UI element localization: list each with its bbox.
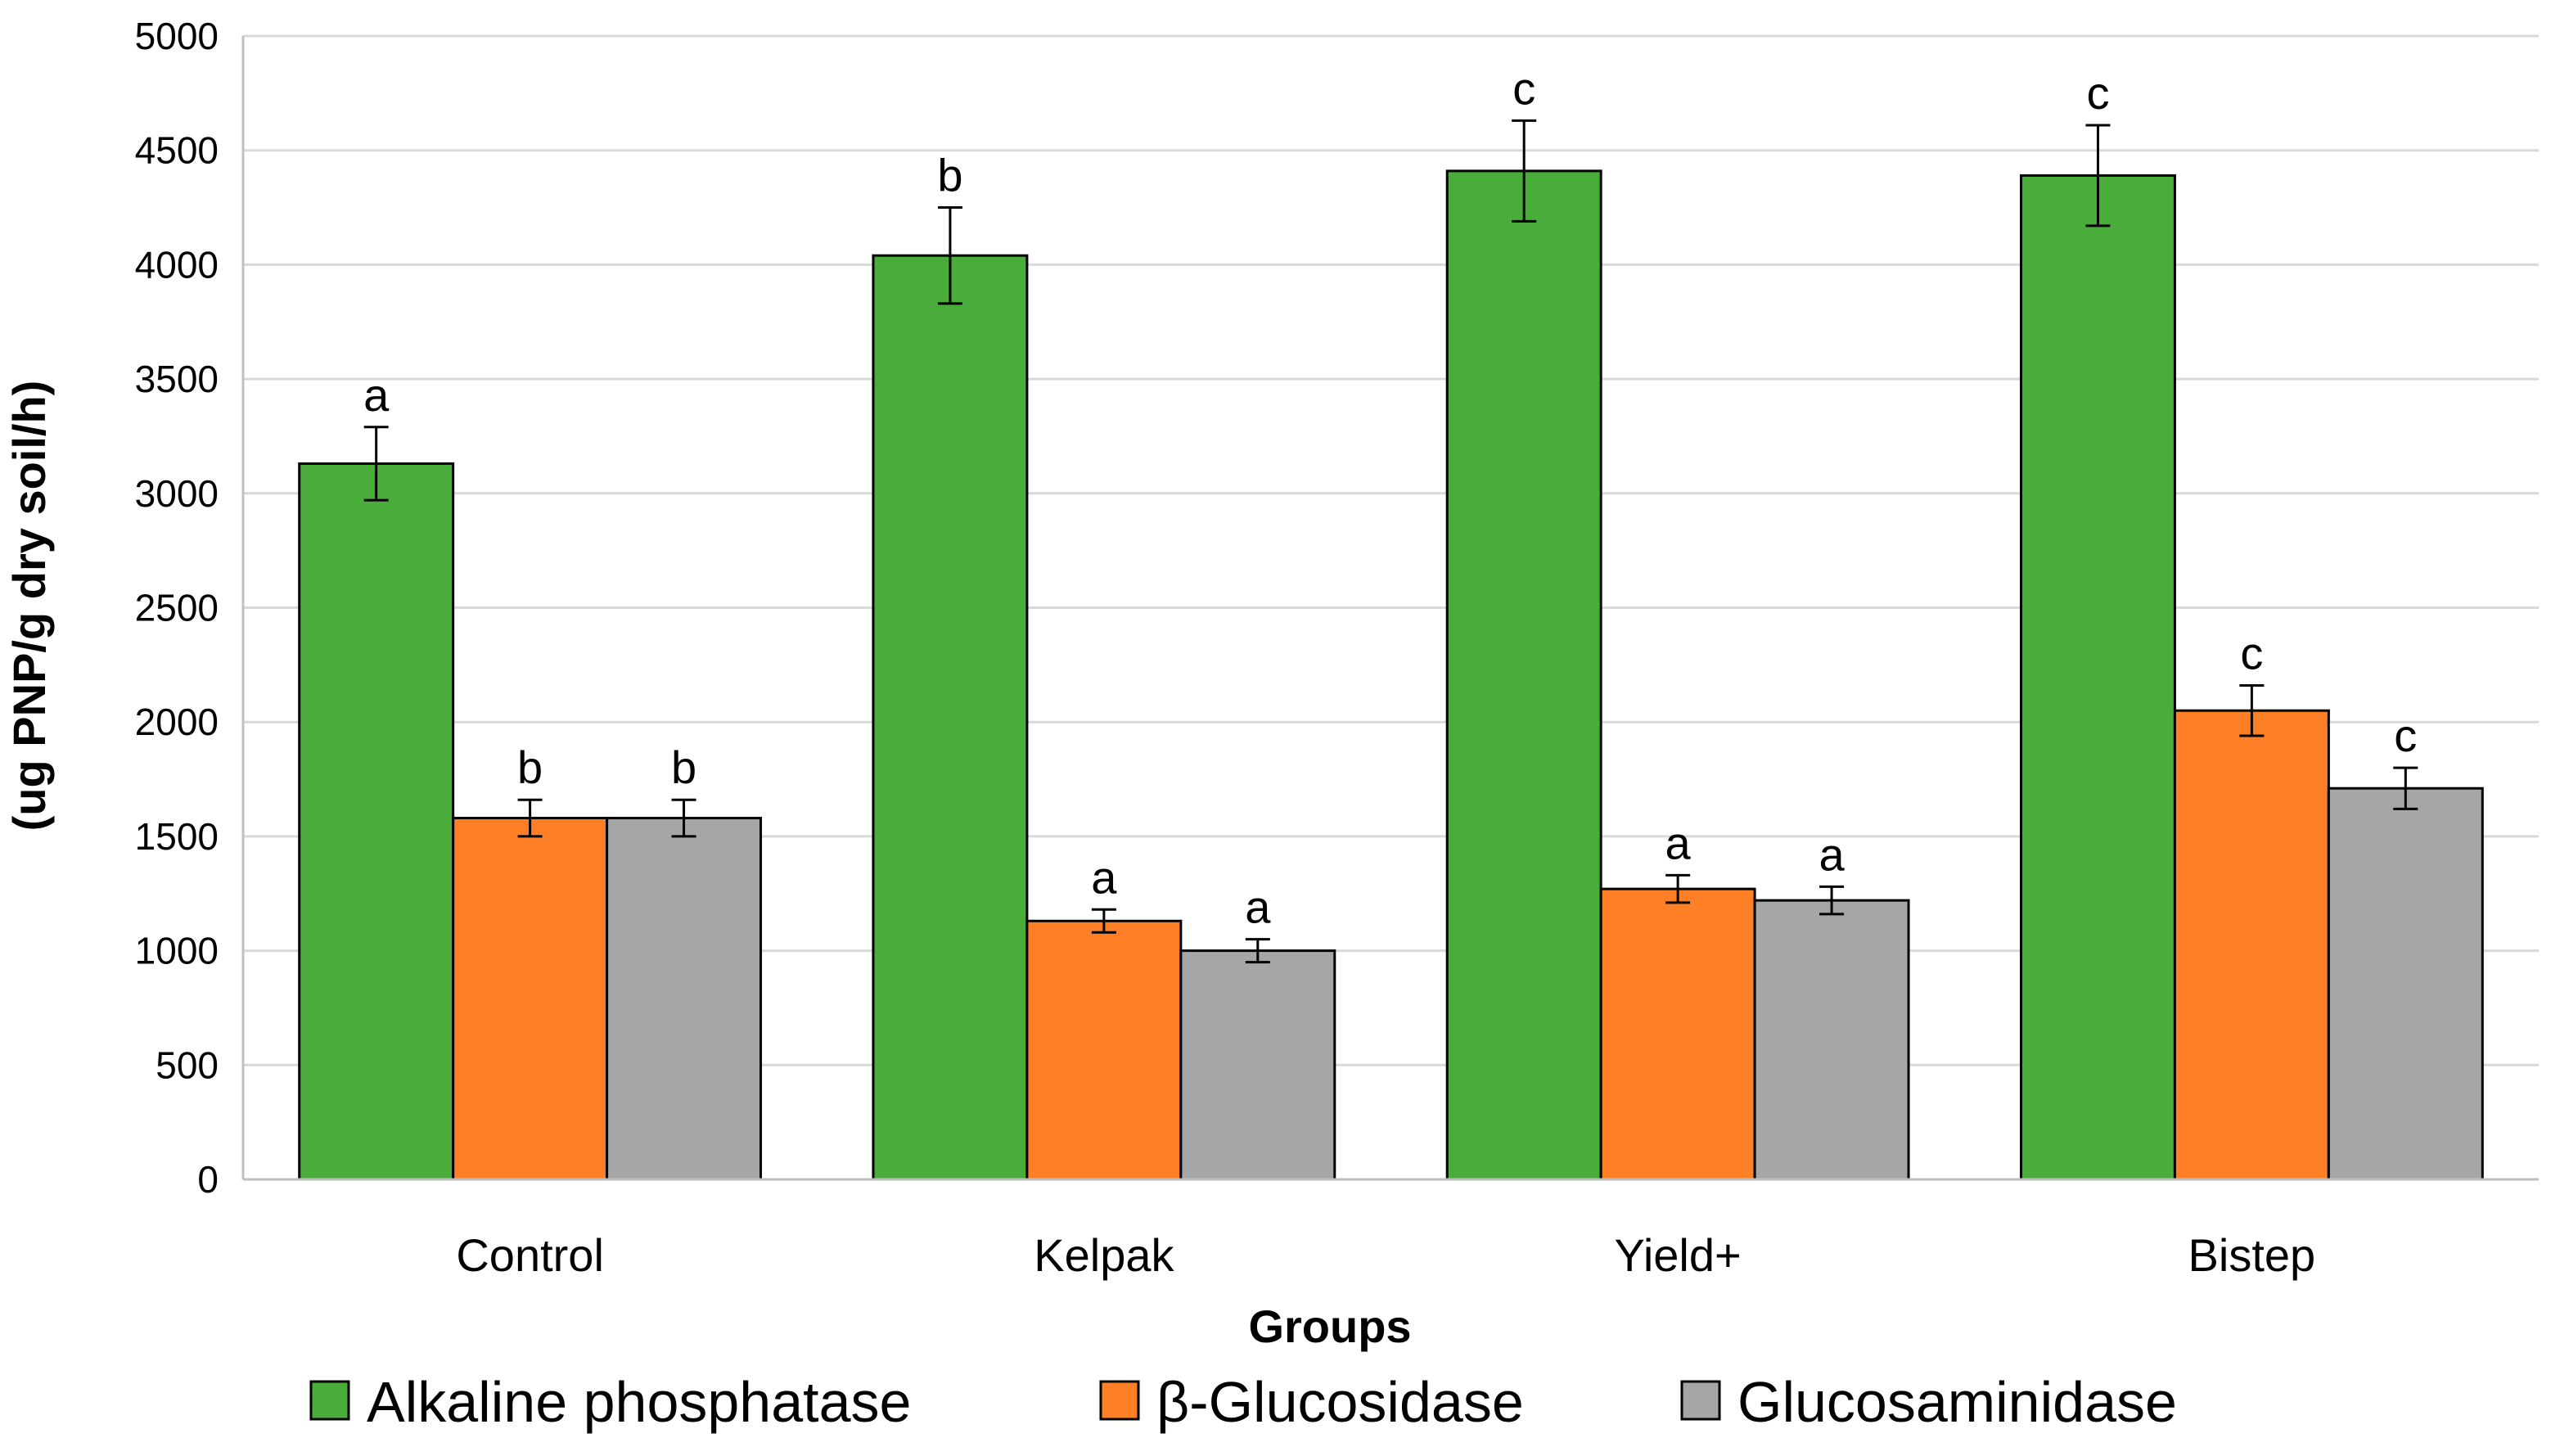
x-tick-label: Bistep: [2188, 1229, 2316, 1281]
y-tick-label: 2500: [135, 587, 219, 629]
significance-letter: a: [1665, 817, 1692, 868]
bar: [1025, 919, 1183, 1181]
y-tick-label: 3500: [135, 358, 219, 400]
significance-letter: b: [671, 742, 696, 793]
significance-letter: c: [2086, 67, 2109, 119]
y-tick-label: 1000: [135, 930, 219, 972]
legend-label: β-Glucosidase: [1156, 1370, 1524, 1434]
legend-swatch: [1680, 1380, 1721, 1421]
y-tick-label: 2000: [135, 701, 219, 743]
bar: [872, 254, 1029, 1181]
y-axis-title: (ug PNP/g dry soil/h): [3, 381, 55, 832]
y-tick-label: 4000: [135, 243, 219, 286]
bar: [2173, 709, 2330, 1181]
significance-letter: c: [2240, 627, 2263, 678]
y-tick-label: 1500: [135, 815, 219, 858]
bar: [1753, 899, 1910, 1181]
legend-label: Glucosaminidase: [1737, 1370, 2177, 1434]
legend-swatch: [309, 1380, 350, 1421]
significance-letter: a: [1819, 828, 1845, 880]
x-tick-label: Yield+: [1615, 1229, 1742, 1281]
x-tick-label: Kelpak: [1034, 1229, 1174, 1281]
significance-letter: b: [517, 742, 543, 793]
significance-letter: b: [937, 150, 962, 201]
bars: a b b b a a c a a c c c: [298, 62, 2484, 1181]
y-tick-label: 0: [197, 1158, 219, 1201]
significance-letter: c: [1512, 62, 1535, 114]
significance-letter: a: [1091, 851, 1117, 903]
bar: [1179, 949, 1336, 1181]
x-tick-label: Control: [456, 1229, 604, 1281]
y-tick-label: 5000: [135, 15, 219, 57]
bar: [1599, 887, 1756, 1181]
significance-letter: a: [1245, 881, 1271, 933]
legend-label: Alkaline phosphatase: [367, 1370, 911, 1434]
bar: [452, 817, 609, 1181]
significance-letter: a: [363, 369, 390, 421]
bar: [2019, 174, 2176, 1181]
bar: [1445, 169, 1602, 1181]
x-axis-title: Groups: [1248, 1300, 1411, 1352]
y-tick-label: 4500: [135, 129, 219, 172]
bar: [298, 462, 455, 1181]
significance-letter: c: [2394, 710, 2417, 761]
bar: [2327, 787, 2484, 1181]
y-tick-label: 500: [155, 1044, 219, 1086]
bar: [606, 817, 763, 1181]
y-tick-label: 3000: [135, 472, 219, 515]
axes: 0 500 1000 1500 2000 2500 3000 3500 4000 4500 5000…: [135, 15, 2539, 1281]
legend-swatch: [1099, 1380, 1140, 1421]
legend: Alkaline phosphatase β-Glucosidase Glucosa…: [309, 1370, 2177, 1434]
